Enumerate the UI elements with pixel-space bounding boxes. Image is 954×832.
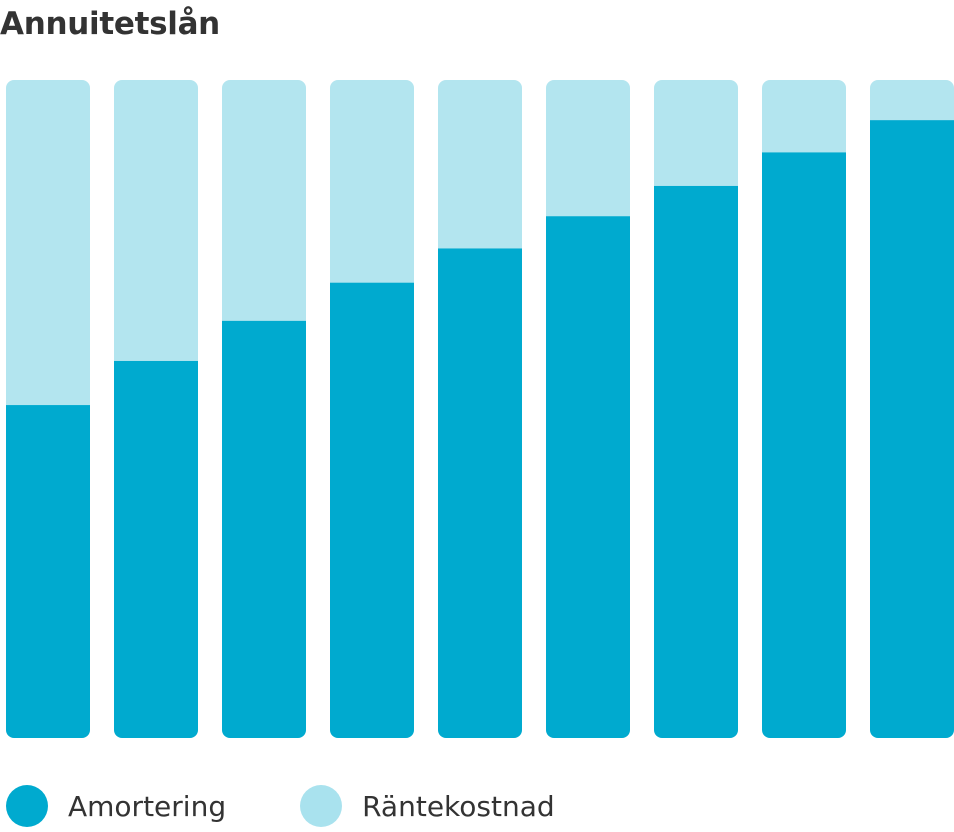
stacked-bar-chart: [6, 80, 954, 738]
bar-group-6: [546, 80, 630, 738]
legend-item-rantekostnad: Räntekostnad: [294, 785, 555, 827]
legend-item-amortering: Amortering: [0, 785, 226, 827]
bar-amortering-7: [654, 185, 738, 738]
bar-rantekostnad-8: [762, 80, 846, 153]
bar-amortering-3: [222, 320, 306, 738]
legend: Amortering Räntekostnad: [0, 784, 623, 828]
bar-group-8: [762, 80, 846, 738]
bar-rantekostnad-2: [114, 80, 198, 361]
bar-rantekostnad-1: [6, 80, 90, 406]
bar-group-3: [222, 80, 306, 738]
bar-amortering-5: [438, 248, 522, 738]
bar-amortering-2: [114, 360, 198, 738]
bar-amortering-8: [762, 152, 846, 738]
bar-rantekostnad-3: [222, 80, 306, 321]
bar-group-9: [870, 80, 954, 738]
chart-title: Annuitetslån: [0, 6, 220, 42]
bar-amortering-4: [330, 282, 414, 738]
bar-rantekostnad-5: [438, 80, 522, 249]
bar-group-4: [330, 80, 414, 738]
bar-amortering-9: [870, 120, 954, 738]
bar-rantekostnad-7: [654, 80, 738, 186]
bar-group-7: [654, 80, 738, 738]
legend-label-amortering: Amortering: [68, 789, 227, 823]
bar-rantekostnad-9: [870, 80, 954, 121]
legend-swatch-amortering: [6, 785, 48, 827]
bar-group-5: [438, 80, 522, 738]
bar-group-2: [114, 80, 198, 738]
bar-amortering-6: [546, 216, 630, 738]
bar-rantekostnad-4: [330, 80, 414, 283]
legend-label-rantekostnad: Räntekostnad: [362, 789, 555, 823]
bar-rantekostnad-6: [546, 80, 630, 217]
legend-swatch-rantekostnad: [300, 785, 343, 827]
bar-group-1: [6, 80, 90, 738]
bar-amortering-1: [6, 405, 90, 738]
